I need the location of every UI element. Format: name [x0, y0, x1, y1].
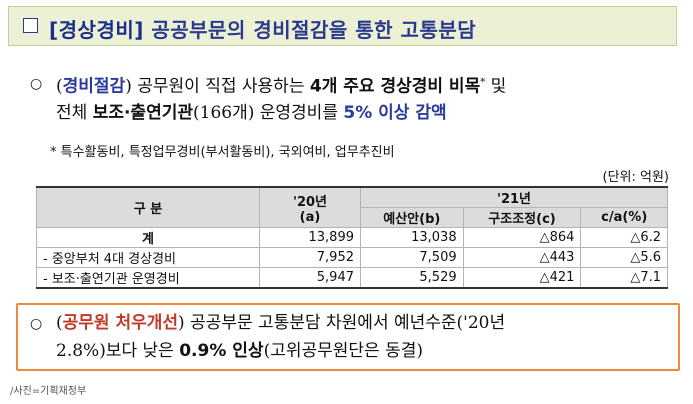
- cell-2020: 5,947: [259, 267, 361, 289]
- photo-caption: /사진=기획재정부: [10, 386, 87, 397]
- footnote-mark: *: [480, 77, 486, 88]
- section2-line1: (공무원 처우개선) 공공부문 고통분담 차원에서 예년수준('20년: [56, 310, 505, 336]
- section2-line2: 2.8%)보다 낮은 0.9% 인상(고위공무원단은 동결): [56, 338, 423, 364]
- row-label: - 보조·출연기관 운영경비: [36, 267, 260, 289]
- line2-start: 전체: [56, 103, 93, 123]
- paren-close: ): [125, 76, 132, 97]
- reduction-percent: 5% 이상 감액: [343, 103, 447, 123]
- header-2021: '21년: [360, 186, 668, 208]
- bullet-icon: ○: [30, 316, 43, 332]
- cell-restructure: △421: [462, 267, 582, 289]
- line1-text: 공무원이 직접 사용하는: [131, 76, 310, 97]
- cell-budget: 13,038: [360, 227, 464, 248]
- header-restructure: 구조조정(c): [462, 207, 582, 228]
- header-2021-label: '21년: [496, 192, 532, 207]
- cell-restructure: △864: [462, 227, 582, 248]
- table-row: 계 13,899 13,038 △864 △6.2: [36, 227, 668, 248]
- section2-line1-text: 공공부문 고통분담 차원에서 예년수준('20년: [184, 313, 506, 333]
- header-2020-sub: (a): [299, 209, 321, 225]
- title-tag: [경상경비]: [49, 18, 144, 42]
- header-2020: '20년 (a): [259, 186, 361, 228]
- row-label: 계: [36, 227, 260, 248]
- line1-bold: 4개 주요 경상경비 비목: [309, 76, 481, 97]
- section1-line1: (경비절감) 공무원이 직접 사용하는 4개 주요 경상경비 비목* 및: [56, 70, 506, 100]
- budget-table: 구 분 '20년 (a) '21년 예산안(b) 구조조정(c) c/a(%) …: [36, 186, 668, 289]
- header-budget: 예산안(b): [360, 207, 464, 228]
- header-category: 구 분: [36, 186, 260, 228]
- cell-2020: 13,899: [259, 227, 361, 248]
- table-row: - 중앙부처 4대 경상경비 7,952 7,509 △443 △5.6: [36, 247, 668, 268]
- cell-budget: 5,529: [360, 267, 464, 289]
- header-ratio: c/a(%): [580, 207, 668, 228]
- checkbox-icon: [23, 18, 38, 33]
- paren-close: ): [178, 313, 185, 333]
- title-text: 공공부문의 경비절감을 통한 고통분담: [151, 18, 477, 42]
- header-2020-year: '20년: [292, 194, 328, 210]
- cell-2020: 7,952: [259, 247, 361, 268]
- keyword-cost-saving: 경비절감: [62, 76, 126, 97]
- cell-ratio: △7.1: [580, 267, 668, 289]
- section2-line2-start: 2.8%)보다 낮은: [56, 341, 180, 361]
- section-title-bar: [경상경비] 공공부문의 경비절감을 통한 고통분담: [8, 6, 677, 46]
- cell-ratio: △6.2: [580, 227, 668, 248]
- section2-line2-end: (고위공무원단은 동결): [263, 341, 423, 361]
- line2-mid: (166개) 운영경비를: [193, 103, 344, 123]
- highlight-box: [16, 303, 680, 371]
- bullet-icon: ○: [30, 76, 43, 92]
- cell-ratio: △5.6: [580, 247, 668, 268]
- line2-bold: 보조·출연기관: [92, 103, 193, 123]
- paren-open: (: [56, 313, 63, 333]
- row-label: - 중앙부처 4대 경상경비: [36, 247, 260, 268]
- cell-restructure: △443: [462, 247, 582, 268]
- footnote: * 특수활동비, 특정업무경비(부서활동비), 국외여비, 업무추진비: [50, 145, 395, 160]
- unit-label: (단위: 억원): [602, 170, 670, 185]
- raise-percent: 0.9% 인상: [179, 341, 264, 361]
- keyword-salary: 공무원 처우개선: [62, 313, 179, 333]
- cell-budget: 7,509: [360, 247, 464, 268]
- table-row: - 보조·출연기관 운영경비 5,947 5,529 △421 △7.1: [36, 267, 668, 289]
- section1-line2: 전체 보조·출연기관(166개) 운영경비를 5% 이상 감액: [56, 100, 447, 126]
- line1-end: 및: [485, 76, 507, 97]
- paren-open: (: [56, 76, 63, 97]
- section-title: [경상경비] 공공부문의 경비절감을 통한 고통분담: [49, 14, 476, 43]
- header-category-label: 구 분: [133, 202, 163, 217]
